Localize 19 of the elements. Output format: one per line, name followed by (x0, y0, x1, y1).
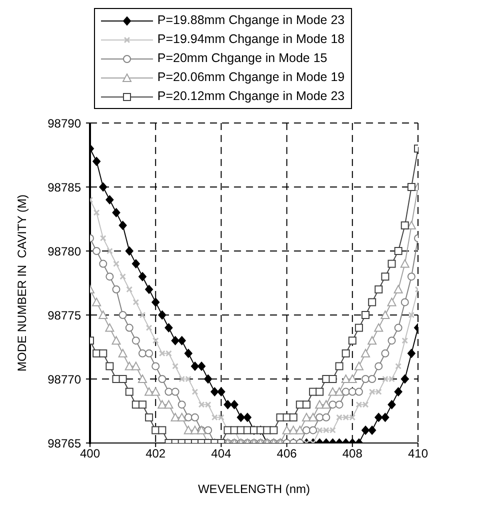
x-tick-label: 406 (276, 446, 298, 461)
y-tick-label: 98780 (48, 244, 82, 258)
legend-label: P=19.94mm Chgange in Mode 18 (157, 31, 345, 48)
x-tick-label: 408 (342, 446, 363, 461)
x-tick-label: 402 (146, 446, 166, 461)
legend-label: P=19.88mm Chgange in Mode 23 (157, 12, 345, 29)
y-tick-label: 98765 (48, 436, 82, 450)
legend-label: P=20.06mm Chgange in Mode 19 (157, 69, 345, 86)
legend-label: P=20.12mm Chgange in Mode 23 (157, 88, 345, 105)
y-tick-label: 98770 (48, 372, 82, 386)
legend-label: P=20mm Chgange in Mode 15 (157, 50, 328, 67)
y-tick-label: 98785 (48, 180, 82, 194)
y-tick-label: 98775 (48, 308, 82, 322)
x-tick-label: 400 (80, 446, 100, 461)
y-axis-title: MODE NUMBER IN CAVITY (M) (15, 194, 29, 372)
x-tick-label: 410 (408, 446, 428, 461)
x-axis-title: WEVELENGTH (nm) (198, 482, 310, 496)
y-tick-label: 98790 (48, 116, 82, 130)
x-tick-label: 404 (211, 446, 232, 461)
